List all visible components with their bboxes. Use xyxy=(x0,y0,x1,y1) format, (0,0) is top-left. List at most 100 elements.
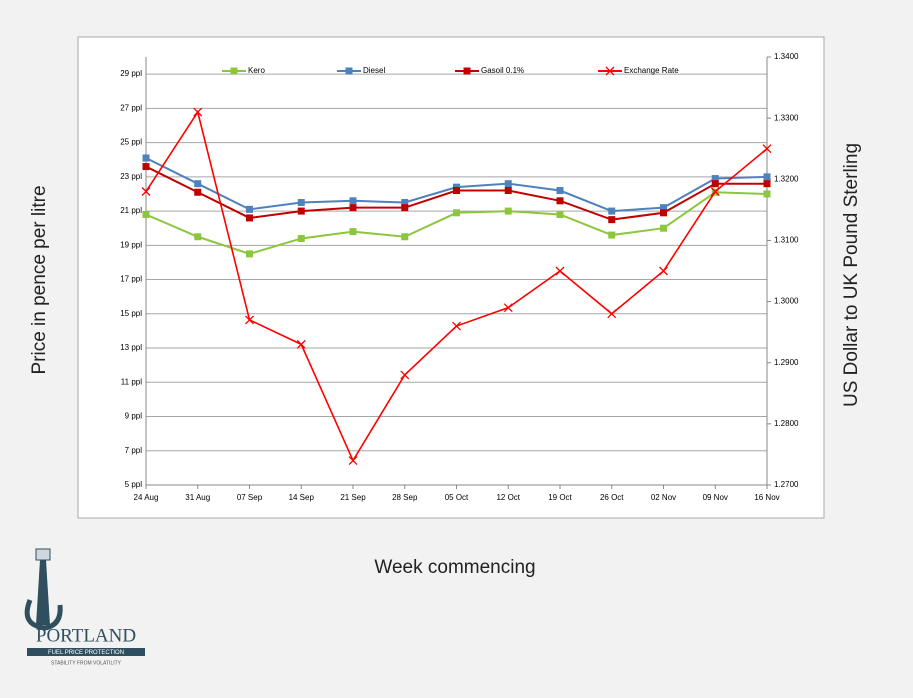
chart-area xyxy=(77,36,825,519)
legend-marker xyxy=(345,67,353,75)
y-tick-label: 15 ppl xyxy=(120,309,142,318)
y-tick-label: 21 ppl xyxy=(120,206,142,215)
data-point xyxy=(349,204,357,212)
y-tick-label: 11 ppl xyxy=(121,377,142,386)
x-tick-label: 19 Oct xyxy=(548,493,572,502)
x-tick-label: 14 Sep xyxy=(289,493,315,502)
data-point xyxy=(608,207,616,215)
data-point xyxy=(296,339,306,349)
data-point xyxy=(763,190,771,198)
x-tick-label: 21 Sep xyxy=(340,493,366,502)
data-point xyxy=(349,228,357,236)
y2-tick-label: 1.3200 xyxy=(774,174,799,183)
data-point xyxy=(194,180,202,188)
data-point xyxy=(401,199,409,207)
y-tick-label: 25 ppl xyxy=(120,138,142,147)
x-tick-label: 28 Sep xyxy=(392,493,418,502)
y-tick-label: 17 ppl xyxy=(120,275,142,284)
data-point xyxy=(142,163,150,171)
x-tick-label: 09 Nov xyxy=(703,493,728,502)
x-axis-label: Week commencing xyxy=(374,557,535,578)
data-point xyxy=(246,205,253,213)
logo-tagline: FUEL PRICE PROTECTION xyxy=(48,650,124,656)
data-point xyxy=(297,234,305,242)
data-point xyxy=(607,309,617,319)
data-point xyxy=(556,211,564,219)
data-point xyxy=(660,209,667,217)
data-point xyxy=(400,370,410,380)
data-point xyxy=(710,187,720,196)
data-point xyxy=(452,321,461,331)
data-point xyxy=(453,187,460,195)
y2-tick-label: 1.2700 xyxy=(774,480,799,489)
y2-tick-label: 1.3100 xyxy=(774,236,799,245)
data-point xyxy=(763,173,771,181)
data-point xyxy=(245,315,254,325)
y-tick-label: 23 ppl xyxy=(120,172,142,181)
y2-tick-label: 1.2900 xyxy=(774,358,799,367)
data-point xyxy=(504,187,512,195)
data-point xyxy=(763,180,771,188)
legend-marker xyxy=(230,67,238,75)
data-point xyxy=(504,180,512,188)
x-tick-label: 16 Nov xyxy=(754,493,779,502)
y-tick-label: 9 ppl xyxy=(125,412,143,421)
data-point xyxy=(297,199,305,207)
data-point xyxy=(246,214,253,222)
y-tick-label: 27 ppl xyxy=(120,103,142,112)
legend-marker xyxy=(463,67,471,75)
lantern xyxy=(35,548,51,561)
anchor xyxy=(24,599,63,631)
legend-label: Exchange Rate xyxy=(624,66,679,75)
logo-name: PORTLAND xyxy=(36,625,136,646)
y2-tick-label: 1.2800 xyxy=(774,419,799,428)
y-axis-label: Price in pence per litre xyxy=(29,185,50,374)
data-point xyxy=(349,197,357,205)
data-point xyxy=(348,456,358,466)
data-point xyxy=(246,250,253,258)
y-tick-label: 13 ppl xyxy=(120,343,142,352)
logo: PORTLAND FUEL PRICE PROTECTION STABILITY… xyxy=(24,548,145,666)
data-point xyxy=(660,224,667,232)
x-tick-label: 07 Sep xyxy=(237,493,263,502)
data-point xyxy=(194,233,202,241)
y-tick-label: 5 ppl xyxy=(125,480,143,489)
y-tick-label: 7 ppl xyxy=(125,446,143,455)
data-point xyxy=(142,211,150,219)
legend-label: Diesel xyxy=(363,66,385,75)
data-point xyxy=(711,180,719,188)
y2-tick-label: 1.3000 xyxy=(774,297,799,306)
data-point xyxy=(297,207,305,215)
y2-tick-label: 1.3400 xyxy=(774,52,799,61)
x-tick-label: 02 Nov xyxy=(651,493,676,502)
legend-label: Kero xyxy=(248,66,265,75)
data-point xyxy=(608,216,616,224)
data-point xyxy=(608,231,616,239)
data-point xyxy=(401,204,409,212)
x-tick-label: 05 Oct xyxy=(445,493,469,502)
data-point xyxy=(659,266,668,276)
y2-tick-label: 1.3300 xyxy=(774,113,799,122)
legend-label: Gasoil 0.1% xyxy=(481,66,524,75)
data-point xyxy=(504,207,512,215)
y-tick-label: 29 ppl xyxy=(120,69,142,78)
data-point xyxy=(503,303,513,313)
data-point xyxy=(141,187,151,196)
y2-axis-label: US Dollar to UK Pound Sterling xyxy=(841,143,862,407)
logo-motto: STABILITY FROM VOLATILITY xyxy=(51,660,122,666)
data-point xyxy=(142,154,150,162)
data-point xyxy=(401,233,409,241)
data-point xyxy=(555,266,565,276)
data-point xyxy=(453,209,460,217)
y-tick-label: 19 ppl xyxy=(120,240,142,249)
data-point xyxy=(556,197,564,205)
x-tick-label: 24 Aug xyxy=(134,493,159,502)
lighthouse xyxy=(36,560,50,625)
x-tick-label: 12 Oct xyxy=(496,493,520,502)
data-point xyxy=(556,187,564,195)
data-point xyxy=(194,188,202,196)
data-point xyxy=(660,204,667,212)
data-point xyxy=(711,175,719,183)
x-tick-label: 26 Oct xyxy=(600,493,624,502)
